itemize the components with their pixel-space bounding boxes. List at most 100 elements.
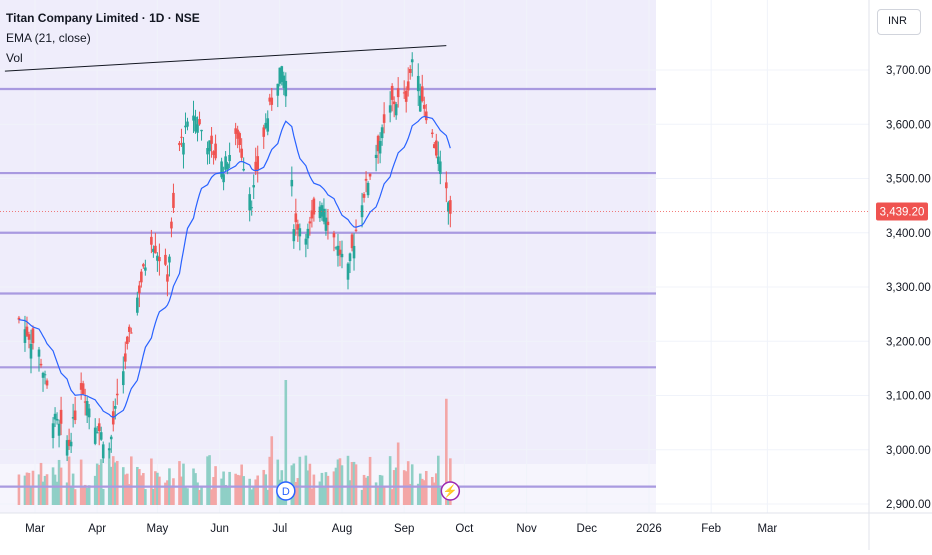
- volume-bar: [436, 455, 440, 505]
- volume-bar: [172, 478, 175, 505]
- candle-body: [125, 336, 129, 344]
- volume-bar: [43, 475, 47, 505]
- candle-body: [340, 253, 344, 258]
- volume-bar: [39, 462, 43, 505]
- volume-bar: [123, 474, 127, 505]
- volume-bar: [298, 456, 302, 505]
- volume-bar: [222, 471, 225, 505]
- candle-body: [99, 432, 103, 440]
- last-price-tag: [876, 202, 928, 221]
- event-marker: [440, 481, 461, 501]
- candle-body: [362, 193, 366, 198]
- volume-bar: [418, 473, 422, 505]
- candle-body: [23, 329, 27, 343]
- candle-body: [248, 194, 251, 211]
- candle-body: [69, 441, 73, 447]
- candle-body: [31, 328, 35, 344]
- volume-bar: [184, 486, 187, 505]
- candle-body: [101, 444, 105, 459]
- candle-body: [354, 229, 358, 231]
- candle-body: [420, 86, 424, 102]
- volume-bar: [93, 475, 97, 505]
- volume-bar: [206, 456, 209, 505]
- volume-bar: [416, 483, 420, 505]
- candle-body: [57, 423, 61, 436]
- trend-line: [4, 45, 447, 72]
- volume-bar: [294, 481, 298, 505]
- candle-body: [396, 88, 400, 98]
- volume-bar: [270, 436, 274, 505]
- ema-indicator-label[interactable]: EMA (21, close): [6, 31, 91, 45]
- time-tick-label: Mar: [757, 523, 777, 535]
- candle-body: [113, 406, 117, 409]
- candle-body: [109, 436, 113, 440]
- volume-bar: [240, 464, 243, 505]
- volume-bar: [366, 476, 370, 505]
- candle-body: [439, 161, 442, 174]
- candle-body: [65, 440, 69, 456]
- candle-body: [252, 185, 256, 188]
- volume-bar: [248, 478, 251, 505]
- candle-body: [326, 221, 330, 226]
- volume-bar: [37, 474, 41, 505]
- candle-body: [378, 140, 382, 154]
- candle-body: [366, 182, 370, 196]
- volume-bar: [83, 484, 87, 505]
- currency-button[interactable]: INR: [877, 9, 921, 35]
- volume-bar: [340, 465, 344, 505]
- candle-body: [404, 90, 408, 102]
- volume-bar: [182, 463, 185, 505]
- volume-bar: [376, 487, 380, 505]
- volume-bar: [87, 485, 91, 505]
- volume-indicator-label[interactable]: Vol: [6, 51, 23, 65]
- candle-body: [449, 200, 452, 214]
- volume-bar: [166, 480, 169, 505]
- candle-body: [154, 245, 157, 254]
- volume-bar: [338, 458, 342, 505]
- volume-bar: [41, 481, 45, 505]
- candle-body: [278, 67, 282, 84]
- volume-bar: [250, 489, 253, 505]
- candle-body: [138, 285, 141, 294]
- volume-bar: [236, 474, 239, 505]
- candle-body: [178, 142, 181, 146]
- time-tick-label: Sep: [394, 523, 414, 535]
- volume-bar: [73, 489, 77, 505]
- candle-body: [182, 142, 185, 155]
- candle-body: [45, 380, 49, 386]
- candle-body: [198, 119, 201, 125]
- volume-bar: [324, 472, 328, 505]
- candle-body: [81, 383, 85, 395]
- volume-bar: [125, 473, 129, 505]
- symbol-title[interactable]: Titan Company Limited · 1D · NSE: [6, 11, 200, 25]
- candle-body: [238, 133, 241, 145]
- candle-body: [430, 132, 434, 135]
- volume-bar: [97, 464, 101, 505]
- volume-bar: [318, 481, 322, 505]
- candle-body: [276, 83, 280, 96]
- candle-body: [107, 448, 111, 451]
- candle-body: [53, 413, 57, 420]
- candle-body: [39, 363, 43, 366]
- candle-body: [168, 256, 171, 263]
- candle-body: [140, 271, 143, 283]
- candle-body: [242, 168, 245, 171]
- price-tick-label: 3,700.00: [886, 65, 931, 77]
- candle-body: [43, 374, 47, 376]
- volume-bar: [434, 473, 438, 505]
- candle-body: [306, 228, 310, 239]
- volume-bar: [226, 486, 229, 505]
- candle-body: [360, 205, 364, 218]
- volume-bar: [164, 482, 167, 505]
- volume-bar: [85, 487, 89, 505]
- time-tick-label: 2026: [636, 523, 662, 535]
- volume-bar: [196, 482, 199, 505]
- candle-body: [115, 393, 119, 396]
- price-tick-label: 3,200.00: [886, 336, 931, 348]
- candle-body: [418, 95, 422, 112]
- volume-bar: [200, 486, 203, 505]
- volume-bar: [445, 398, 448, 505]
- dividend-marker: [276, 481, 296, 501]
